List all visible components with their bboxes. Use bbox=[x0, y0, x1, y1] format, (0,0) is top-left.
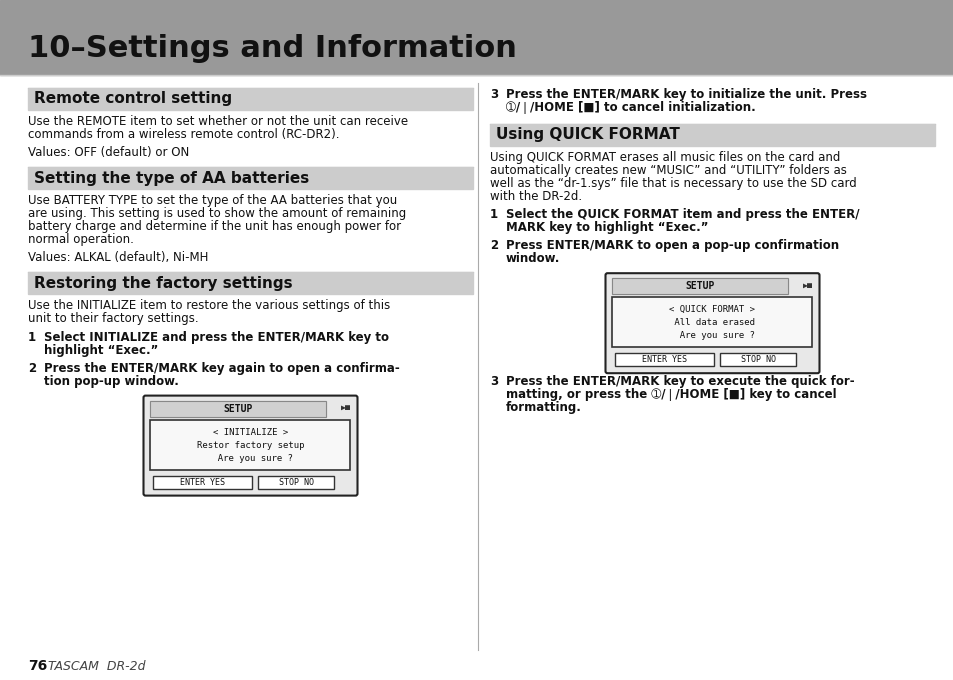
Text: Use the REMOTE item to set whether or not the unit can receive: Use the REMOTE item to set whether or no… bbox=[28, 115, 408, 128]
Text: normal operation.: normal operation. bbox=[28, 233, 133, 246]
Text: < INITIALIZE >: < INITIALIZE > bbox=[213, 428, 288, 437]
Text: 3: 3 bbox=[490, 88, 497, 101]
Text: 10–Settings and Information: 10–Settings and Information bbox=[28, 34, 517, 63]
Text: All data erased: All data erased bbox=[669, 318, 755, 327]
Text: < QUICK FORMAT >: < QUICK FORMAT > bbox=[669, 305, 755, 314]
Text: 1: 1 bbox=[28, 330, 36, 343]
Text: 2: 2 bbox=[490, 239, 497, 252]
Bar bbox=[151, 401, 326, 417]
Text: Are you sure ?: Are you sure ? bbox=[669, 331, 755, 340]
Bar bbox=[615, 353, 714, 367]
Text: SETUP: SETUP bbox=[224, 404, 253, 413]
Bar bbox=[490, 124, 934, 146]
Text: Using QUICK FORMAT: Using QUICK FORMAT bbox=[496, 128, 679, 143]
Text: highlight “Exec.”: highlight “Exec.” bbox=[44, 343, 158, 356]
Text: Select INITIALIZE and press the ENTER/MARK key to: Select INITIALIZE and press the ENTER/MA… bbox=[44, 330, 389, 343]
Text: Press the ENTER/MARK key to initialize the unit. Press: Press the ENTER/MARK key to initialize t… bbox=[505, 88, 866, 101]
Text: matting, or press the ➀/❘/HOME [■] key to cancel: matting, or press the ➀/❘/HOME [■] key t… bbox=[505, 388, 836, 401]
Text: Values: ALKAL (default), Ni-MH: Values: ALKAL (default), Ni-MH bbox=[28, 252, 208, 265]
Text: ▶■: ▶■ bbox=[801, 282, 812, 291]
FancyBboxPatch shape bbox=[605, 273, 819, 373]
Text: ENTER YES: ENTER YES bbox=[180, 477, 225, 487]
Text: commands from a wireless remote control (RC-DR2).: commands from a wireless remote control … bbox=[28, 128, 339, 141]
Text: automatically creates new “MUSIC” and “UTILITY” folders as: automatically creates new “MUSIC” and “U… bbox=[490, 164, 846, 177]
Text: Press ENTER/MARK to open a pop-up confirmation: Press ENTER/MARK to open a pop-up confir… bbox=[505, 239, 839, 252]
Text: Restoring the factory settings: Restoring the factory settings bbox=[34, 276, 293, 291]
Bar bbox=[151, 420, 350, 470]
Text: Press the ENTER/MARK key again to open a confirma-: Press the ENTER/MARK key again to open a… bbox=[44, 362, 399, 375]
Text: 1: 1 bbox=[490, 208, 497, 221]
Text: TASCAM  DR-2d: TASCAM DR-2d bbox=[48, 660, 146, 673]
Text: tion pop-up window.: tion pop-up window. bbox=[44, 375, 179, 388]
Text: 76: 76 bbox=[28, 659, 48, 673]
Text: STOP NO: STOP NO bbox=[278, 477, 314, 487]
Bar bbox=[258, 475, 334, 489]
Text: STOP NO: STOP NO bbox=[740, 355, 775, 364]
Text: 3: 3 bbox=[490, 375, 497, 388]
Text: Select the QUICK FORMAT item and press the ENTER/: Select the QUICK FORMAT item and press t… bbox=[505, 208, 859, 221]
Bar bbox=[0, 0, 953, 75]
Bar bbox=[720, 353, 796, 367]
Text: SETUP: SETUP bbox=[685, 282, 715, 291]
Text: formatting.: formatting. bbox=[505, 401, 581, 414]
Bar bbox=[28, 167, 473, 189]
Bar bbox=[612, 278, 788, 294]
Bar bbox=[153, 475, 252, 489]
Text: Using QUICK FORMAT erases all music files on the card and: Using QUICK FORMAT erases all music file… bbox=[490, 151, 840, 164]
Text: with the DR-2d.: with the DR-2d. bbox=[490, 190, 581, 203]
Text: ▶■: ▶■ bbox=[340, 404, 350, 413]
Bar bbox=[28, 88, 473, 110]
Bar bbox=[612, 297, 812, 347]
Text: window.: window. bbox=[505, 252, 559, 265]
Text: MARK key to highlight “Exec.”: MARK key to highlight “Exec.” bbox=[505, 221, 708, 234]
Text: Press the ENTER/MARK key to execute the quick for-: Press the ENTER/MARK key to execute the … bbox=[505, 375, 854, 388]
Text: well as the “dr-1.sys” file that is necessary to use the SD card: well as the “dr-1.sys” file that is nece… bbox=[490, 177, 856, 190]
Text: Restor factory setup: Restor factory setup bbox=[196, 441, 304, 449]
Text: Use the INITIALIZE item to restore the various settings of this: Use the INITIALIZE item to restore the v… bbox=[28, 299, 390, 312]
Text: unit to their factory settings.: unit to their factory settings. bbox=[28, 312, 198, 326]
Text: battery charge and determine if the unit has enough power for: battery charge and determine if the unit… bbox=[28, 220, 400, 233]
Text: Use BATTERY TYPE to set the type of the AA batteries that you: Use BATTERY TYPE to set the type of the … bbox=[28, 194, 396, 207]
Text: Remote control setting: Remote control setting bbox=[34, 92, 232, 107]
Bar bbox=[612, 278, 788, 294]
Bar bbox=[28, 273, 473, 294]
Text: ➀/❘/HOME [■] to cancel initialization.: ➀/❘/HOME [■] to cancel initialization. bbox=[505, 101, 755, 114]
Text: Setting the type of AA batteries: Setting the type of AA batteries bbox=[34, 171, 309, 186]
Text: 2: 2 bbox=[28, 362, 36, 375]
Text: are using. This setting is used to show the amount of remaining: are using. This setting is used to show … bbox=[28, 207, 406, 220]
FancyBboxPatch shape bbox=[143, 396, 357, 496]
Text: Values: OFF (default) or ON: Values: OFF (default) or ON bbox=[28, 146, 189, 159]
Bar bbox=[151, 401, 326, 417]
Text: Are you sure ?: Are you sure ? bbox=[208, 454, 294, 462]
Text: ENTER YES: ENTER YES bbox=[641, 355, 687, 364]
